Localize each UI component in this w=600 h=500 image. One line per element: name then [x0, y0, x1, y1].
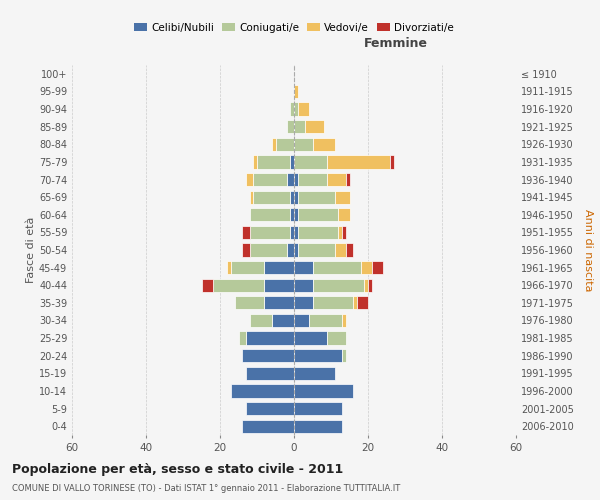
- Bar: [265, 278, 294, 292]
- Bar: [305, 120, 323, 134]
- Bar: [342, 314, 346, 327]
- Bar: [294, 120, 305, 134]
- Bar: [287, 244, 294, 256]
- Bar: [338, 208, 349, 222]
- Bar: [212, 278, 265, 292]
- Bar: [272, 314, 294, 327]
- Bar: [250, 244, 287, 256]
- Bar: [313, 296, 353, 310]
- Text: COMUNE DI VALLO TORINESE (TO) - Dati ISTAT 1° gennaio 2011 - Elaborazione TUTTIT: COMUNE DI VALLO TORINESE (TO) - Dati IST…: [12, 484, 400, 493]
- Text: Popolazione per età, sesso e stato civile - 2011: Popolazione per età, sesso e stato civil…: [12, 462, 343, 475]
- Bar: [313, 261, 361, 274]
- Bar: [294, 85, 298, 98]
- Bar: [253, 173, 287, 186]
- Bar: [313, 278, 364, 292]
- Bar: [250, 314, 272, 327]
- Bar: [227, 261, 231, 274]
- Bar: [242, 226, 250, 239]
- Bar: [290, 226, 294, 239]
- Bar: [290, 208, 294, 222]
- Bar: [250, 208, 290, 222]
- Bar: [294, 208, 298, 222]
- Bar: [294, 244, 298, 256]
- Bar: [294, 278, 313, 292]
- Bar: [294, 349, 342, 362]
- Bar: [294, 384, 353, 398]
- Bar: [342, 226, 346, 239]
- Bar: [257, 156, 290, 168]
- Bar: [235, 296, 265, 310]
- Bar: [294, 173, 298, 186]
- Bar: [265, 261, 294, 274]
- Bar: [275, 138, 294, 151]
- Bar: [290, 156, 294, 168]
- Bar: [272, 138, 275, 151]
- Bar: [298, 226, 338, 239]
- Bar: [231, 384, 294, 398]
- Bar: [298, 208, 338, 222]
- Bar: [298, 173, 328, 186]
- Bar: [246, 402, 294, 415]
- Bar: [357, 296, 368, 310]
- Bar: [294, 156, 328, 168]
- Bar: [250, 190, 253, 204]
- Bar: [328, 173, 346, 186]
- Bar: [231, 261, 265, 274]
- Bar: [294, 102, 298, 116]
- Y-axis label: Fasce di età: Fasce di età: [26, 217, 36, 283]
- Bar: [372, 261, 383, 274]
- Bar: [335, 190, 349, 204]
- Text: Femmine: Femmine: [364, 37, 428, 50]
- Bar: [298, 244, 335, 256]
- Bar: [368, 278, 372, 292]
- Bar: [309, 314, 342, 327]
- Bar: [338, 226, 342, 239]
- Bar: [364, 278, 368, 292]
- Bar: [246, 366, 294, 380]
- Bar: [242, 349, 294, 362]
- Bar: [346, 244, 353, 256]
- Bar: [298, 190, 335, 204]
- Bar: [361, 261, 372, 274]
- Bar: [328, 156, 390, 168]
- Bar: [294, 138, 313, 151]
- Bar: [353, 296, 357, 310]
- Bar: [294, 420, 342, 433]
- Bar: [253, 156, 257, 168]
- Bar: [242, 244, 250, 256]
- Bar: [239, 332, 246, 344]
- Bar: [298, 102, 309, 116]
- Bar: [290, 190, 294, 204]
- Bar: [328, 332, 346, 344]
- Bar: [242, 420, 294, 433]
- Bar: [287, 173, 294, 186]
- Bar: [202, 278, 212, 292]
- Bar: [335, 244, 346, 256]
- Bar: [294, 314, 309, 327]
- Bar: [250, 226, 290, 239]
- Bar: [346, 173, 349, 186]
- Legend: Celibi/Nubili, Coniugati/e, Vedovi/e, Divorziati/e: Celibi/Nubili, Coniugati/e, Vedovi/e, Di…: [130, 18, 458, 36]
- Bar: [342, 349, 346, 362]
- Bar: [294, 261, 313, 274]
- Bar: [294, 366, 335, 380]
- Bar: [246, 173, 253, 186]
- Bar: [294, 332, 328, 344]
- Bar: [287, 120, 294, 134]
- Bar: [253, 190, 290, 204]
- Bar: [246, 332, 294, 344]
- Bar: [390, 156, 394, 168]
- Bar: [294, 402, 342, 415]
- Bar: [294, 190, 298, 204]
- Bar: [294, 296, 313, 310]
- Bar: [313, 138, 335, 151]
- Bar: [265, 296, 294, 310]
- Y-axis label: Anni di nascita: Anni di nascita: [583, 209, 593, 291]
- Bar: [290, 102, 294, 116]
- Bar: [294, 226, 298, 239]
